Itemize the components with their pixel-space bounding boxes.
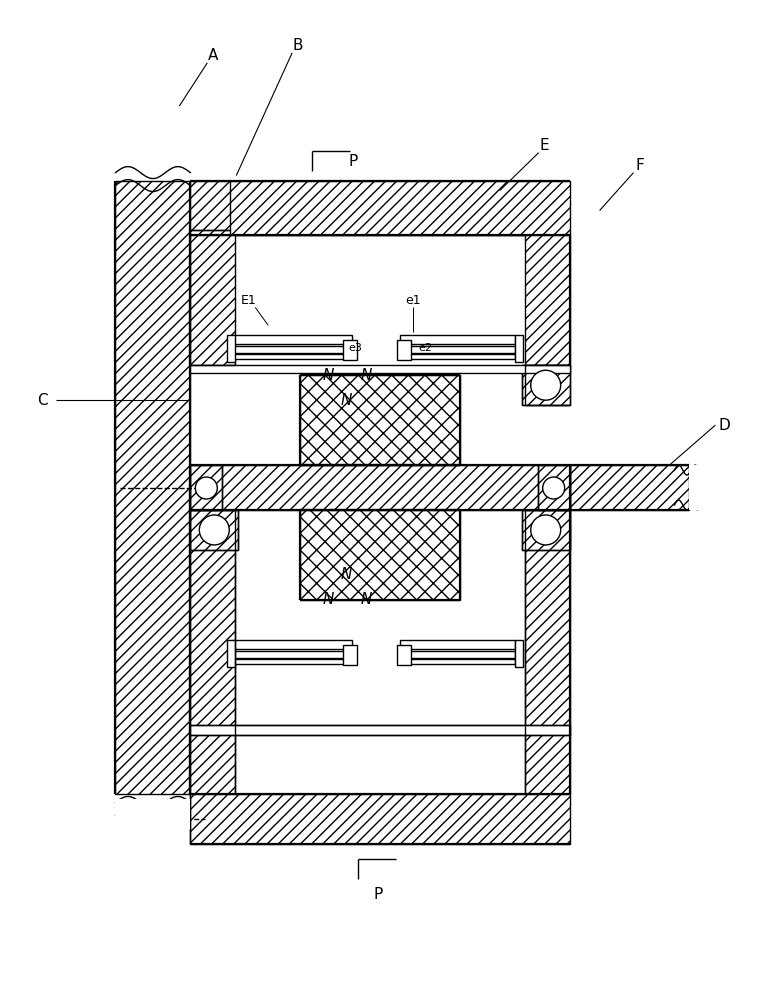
Bar (400, 354, 515, 359)
Bar (300, 375, 460, 465)
Bar (233, 640, 352, 649)
Bar (400, 651, 515, 658)
Bar (522, 510, 570, 550)
Bar (116, 106, 190, 166)
Text: e3: e3 (348, 343, 362, 353)
Circle shape (530, 370, 561, 400)
Bar (190, 510, 236, 794)
Bar (538, 465, 570, 510)
Text: E1: E1 (240, 294, 256, 307)
Text: P: P (348, 154, 357, 169)
Text: E: E (540, 138, 549, 153)
Text: D: D (718, 418, 730, 433)
Bar (116, 181, 190, 794)
Bar (570, 465, 689, 510)
Text: B: B (293, 38, 303, 53)
Text: N: N (322, 592, 334, 607)
Text: e1: e1 (405, 294, 421, 307)
Text: C: C (37, 393, 48, 408)
Bar (190, 181, 570, 235)
Bar (190, 465, 222, 510)
Bar (116, 799, 190, 829)
Bar (227, 640, 236, 667)
Circle shape (543, 477, 565, 499)
Text: P: P (373, 887, 382, 902)
Text: N: N (340, 567, 352, 582)
Bar (524, 510, 570, 794)
Bar (538, 465, 570, 510)
Circle shape (195, 477, 217, 499)
Bar (233, 346, 352, 353)
Bar (343, 645, 357, 665)
Bar (522, 365, 570, 405)
Circle shape (530, 515, 561, 545)
Text: N: N (340, 393, 352, 408)
Bar (190, 465, 222, 510)
Bar (343, 340, 357, 360)
Bar (227, 335, 236, 362)
Bar (300, 510, 460, 600)
Bar (233, 659, 352, 664)
Text: N: N (322, 368, 334, 383)
Bar (400, 346, 515, 353)
Bar (233, 335, 352, 344)
Bar (397, 645, 411, 665)
Bar (400, 659, 515, 664)
Bar (397, 340, 411, 360)
Bar (190, 510, 238, 550)
Bar (233, 651, 352, 658)
Bar (190, 235, 236, 365)
Text: F: F (635, 158, 644, 173)
Bar (400, 335, 515, 344)
Text: N: N (360, 368, 372, 383)
Bar (400, 640, 515, 649)
Bar (190, 510, 238, 550)
Bar (190, 181, 230, 230)
Bar (515, 640, 523, 667)
Bar (689, 465, 720, 510)
Bar (190, 365, 570, 373)
Bar (190, 794, 570, 844)
Bar (522, 365, 570, 405)
Bar (190, 725, 570, 735)
Text: N: N (360, 592, 372, 607)
Bar (515, 335, 523, 362)
Text: e2: e2 (418, 343, 432, 353)
Bar (522, 510, 570, 550)
Bar (233, 354, 352, 359)
Bar (524, 235, 570, 365)
Bar (190, 465, 570, 510)
Circle shape (199, 515, 230, 545)
Text: A: A (208, 48, 218, 63)
